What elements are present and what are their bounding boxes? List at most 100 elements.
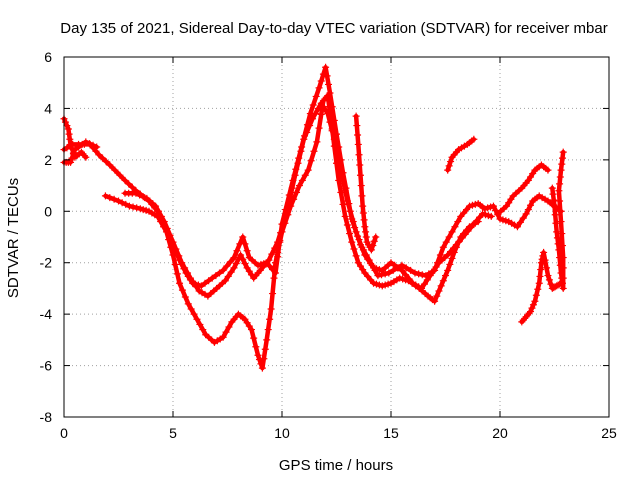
data-point-marker xyxy=(136,191,144,199)
data-point-marker xyxy=(445,233,453,241)
data-point-marker xyxy=(516,218,524,226)
data-point-marker xyxy=(540,248,548,256)
data-point-marker xyxy=(341,212,349,220)
data-point-marker xyxy=(322,93,330,101)
data-point-marker xyxy=(257,360,265,368)
data-point-marker xyxy=(364,255,372,263)
data-point-marker xyxy=(343,221,351,229)
data-point-marker xyxy=(157,212,165,220)
data-point-marker xyxy=(102,158,110,166)
x-tick-label: 5 xyxy=(169,425,177,441)
data-point-marker xyxy=(429,267,437,275)
data-point-marker xyxy=(252,343,260,351)
data-point-marker xyxy=(487,212,495,220)
data-point-marker xyxy=(303,128,311,136)
data-point-marker xyxy=(354,140,362,148)
data-point-marker xyxy=(559,254,567,262)
data-point-marker xyxy=(221,277,229,285)
y-tick-label: 4 xyxy=(44,100,52,116)
data-point-marker xyxy=(527,308,535,316)
data-point-marker xyxy=(181,264,189,272)
series-track-3 xyxy=(60,138,101,166)
data-point-marker xyxy=(356,161,364,169)
data-point-marker xyxy=(268,250,276,258)
data-point-marker xyxy=(356,171,364,179)
grid-layer xyxy=(64,57,609,417)
data-point-marker xyxy=(125,202,133,210)
series-line xyxy=(495,162,551,217)
data-point-marker xyxy=(122,200,130,208)
data-point-marker xyxy=(306,122,314,130)
data-point-marker xyxy=(189,278,197,286)
data-point-marker xyxy=(265,256,273,264)
data-point-marker xyxy=(374,272,382,280)
data-point-marker xyxy=(121,176,129,184)
data-point-marker xyxy=(519,214,527,222)
data-point-marker xyxy=(532,291,540,299)
data-point-marker xyxy=(237,251,245,259)
data-point-marker xyxy=(219,266,227,274)
y-tick-label: -4 xyxy=(40,306,53,322)
data-point-marker xyxy=(360,216,368,224)
data-point-marker xyxy=(337,188,345,196)
data-point-marker xyxy=(423,276,431,284)
data-point-marker xyxy=(346,207,354,215)
data-point-marker xyxy=(173,270,181,278)
x-tick-label: 20 xyxy=(492,425,508,441)
data-point-marker xyxy=(556,207,564,215)
data-point-marker xyxy=(341,187,349,195)
data-point-marker xyxy=(370,237,378,245)
data-point-marker xyxy=(319,70,327,78)
data-point-marker xyxy=(544,272,552,280)
data-point-marker xyxy=(243,247,251,255)
y-tick-label: 6 xyxy=(44,49,52,65)
data-point-marker xyxy=(106,161,114,169)
data-point-marker xyxy=(534,285,542,293)
data-point-marker xyxy=(324,92,332,100)
data-point-marker xyxy=(537,266,545,274)
data-point-marker xyxy=(254,351,262,359)
data-point-marker xyxy=(439,243,447,251)
data-point-marker xyxy=(181,293,189,301)
data-point-marker xyxy=(411,269,419,277)
data-point-marker xyxy=(271,244,279,252)
data-point-marker xyxy=(558,154,566,162)
data-point-marker xyxy=(544,166,552,174)
data-point-marker xyxy=(311,110,319,118)
data-point-marker xyxy=(447,158,455,166)
x-tick-label: 25 xyxy=(601,425,617,441)
data-point-marker xyxy=(323,72,331,80)
data-point-marker xyxy=(239,255,247,263)
data-point-marker xyxy=(274,238,282,246)
data-point-marker xyxy=(325,80,333,88)
data-point-marker xyxy=(226,258,234,266)
data-point-marker xyxy=(328,127,336,135)
series-track-9 xyxy=(548,148,567,292)
data-point-marker xyxy=(432,263,440,271)
data-point-marker xyxy=(291,171,299,179)
data-point-marker xyxy=(294,159,302,167)
data-point-marker xyxy=(166,231,174,239)
data-point-marker xyxy=(89,141,97,149)
data-point-marker xyxy=(536,272,544,280)
data-point-marker xyxy=(550,196,558,204)
data-point-marker xyxy=(139,193,147,201)
data-point-marker xyxy=(307,157,315,165)
data-point-marker xyxy=(558,230,566,238)
data-point-marker xyxy=(212,272,220,280)
data-point-marker xyxy=(556,180,564,188)
data-point-marker xyxy=(224,272,232,280)
data-point-marker xyxy=(285,197,293,205)
chart-title: Day 135 of 2021, Sidereal Day-to-day VTE… xyxy=(60,20,607,37)
data-point-marker xyxy=(527,201,535,209)
data-point-marker xyxy=(247,326,255,334)
x-tick-label: 15 xyxy=(383,425,399,441)
y-tick-label: -8 xyxy=(40,409,53,425)
data-point-marker xyxy=(555,187,563,195)
data-point-marker xyxy=(232,260,240,268)
series-track-10 xyxy=(518,248,565,326)
data-point-marker xyxy=(418,284,426,292)
data-point-marker xyxy=(445,162,453,170)
data-point-marker xyxy=(312,92,320,100)
data-point-marker xyxy=(551,211,559,219)
